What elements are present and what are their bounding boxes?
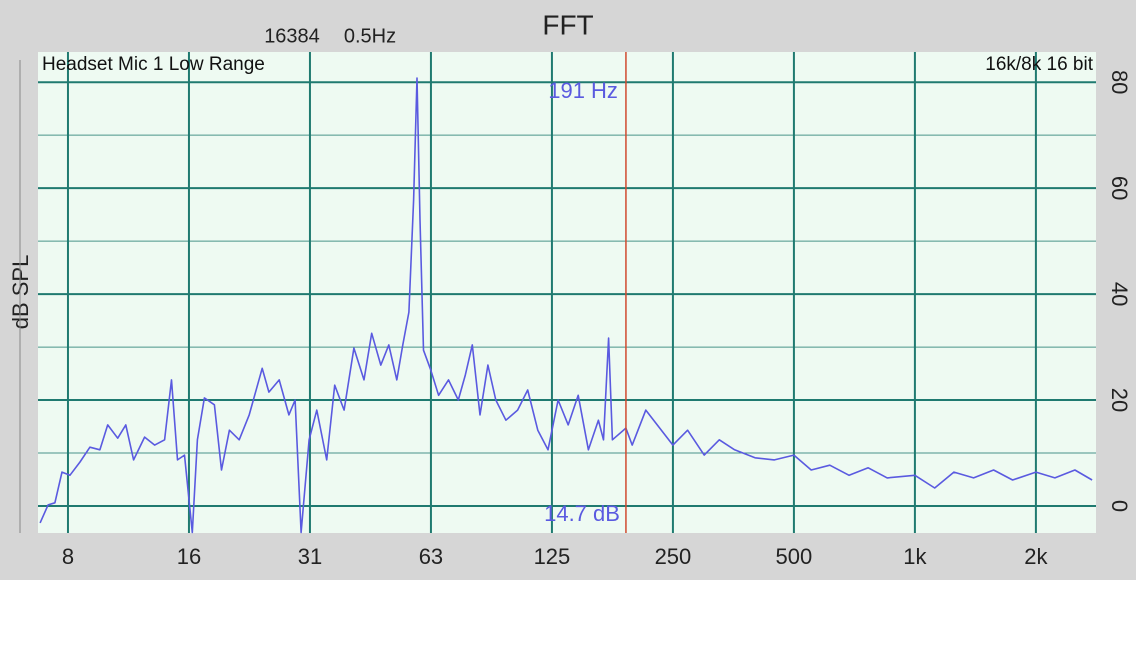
x-tick-label: 1k [903, 544, 927, 569]
resolution: 0.5Hz [344, 25, 396, 47]
fft-size: 16384 [264, 25, 320, 47]
y-tick-label: 60 [1107, 176, 1132, 200]
x-tick-label: 500 [776, 544, 813, 569]
x-tick-label: 63 [419, 544, 443, 569]
cursor-level: 14.7 dB [544, 501, 620, 526]
x-tick-label: 2k [1024, 544, 1048, 569]
x-tick-label: 125 [534, 544, 571, 569]
y-tick-label: 40 [1107, 282, 1132, 306]
x-tick-label: 31 [298, 544, 322, 569]
x-tick-label: 8 [62, 544, 74, 569]
y-tick-label: 80 [1107, 70, 1132, 94]
spectrum-line [39, 77, 1093, 534]
format-label: 16k/8k 16 bit [985, 54, 1093, 75]
cursor-frequency: 191 Hz [548, 78, 618, 103]
y-tick-label: 20 [1107, 388, 1132, 412]
source-label: Headset Mic 1 Low Range [42, 54, 265, 75]
x-tick-label: 250 [655, 544, 692, 569]
x-tick-label: 16 [177, 544, 201, 569]
y-tick-label: 0 [1107, 500, 1132, 512]
chart-title: FFT [542, 9, 593, 40]
